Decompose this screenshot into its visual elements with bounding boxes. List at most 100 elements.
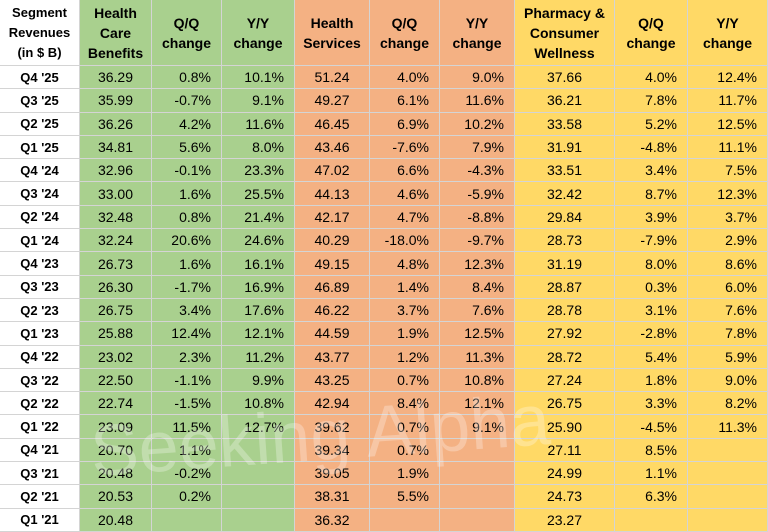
table-cell: 12.4% xyxy=(688,66,768,90)
table-cell: 26.75 xyxy=(515,392,615,416)
table-cell: 42.17 xyxy=(295,205,370,230)
table-cell xyxy=(222,462,295,486)
table-cell: 9.0% xyxy=(688,368,768,393)
table-cell: 36.29 xyxy=(80,66,152,90)
table-cell: 7.8% xyxy=(615,89,688,113)
table-cell xyxy=(440,438,515,463)
table-cell: -1.7% xyxy=(152,275,222,299)
table-cell: 42.94 xyxy=(295,392,370,416)
table-cell: 8.0% xyxy=(222,135,295,160)
table-cell: 20.70 xyxy=(80,438,152,463)
row-label: Q4 '22 xyxy=(0,345,80,369)
table-cell: 49.15 xyxy=(295,252,370,276)
table-cell: 44.59 xyxy=(295,322,370,346)
table-cell: -2.8% xyxy=(615,322,688,346)
table-cell xyxy=(688,462,768,486)
table-cell: 39.62 xyxy=(295,415,370,439)
table-cell: 7.5% xyxy=(688,159,768,183)
table-cell xyxy=(688,485,768,509)
table-cell xyxy=(615,508,688,532)
table-cell: 11.6% xyxy=(222,112,295,136)
table-cell: 1.8% xyxy=(615,368,688,393)
table-cell: 8.2% xyxy=(688,392,768,416)
table-cell: -4.3% xyxy=(440,159,515,183)
row-label: Q1 '23 xyxy=(0,322,80,346)
table-cell: 8.7% xyxy=(615,182,688,206)
table-cell: 0.7% xyxy=(370,368,440,393)
row-label: Q1 '24 xyxy=(0,229,80,253)
table-cell: 1.2% xyxy=(370,345,440,369)
table-cell xyxy=(688,508,768,532)
table-cell: 6.6% xyxy=(370,159,440,183)
table-cell: 8.4% xyxy=(440,275,515,299)
table-cell: 12.7% xyxy=(222,415,295,439)
table-cell: -18.0% xyxy=(370,229,440,253)
table-cell: 16.1% xyxy=(222,252,295,276)
table-cell: 27.11 xyxy=(515,438,615,463)
table-cell: 12.1% xyxy=(222,322,295,346)
table-cell: 28.78 xyxy=(515,298,615,323)
table-cell: 11.3% xyxy=(688,415,768,439)
row-label: Q2 '25 xyxy=(0,112,80,136)
table-cell: 28.73 xyxy=(515,229,615,253)
table-cell: 12.5% xyxy=(440,322,515,346)
table-cell: 35.99 xyxy=(80,89,152,113)
table-cell: 1.9% xyxy=(370,462,440,486)
header-cell: Pharmacy & Consumer Wellness xyxy=(515,0,615,66)
table-cell: 6.3% xyxy=(615,485,688,509)
table-cell: 9.9% xyxy=(222,368,295,393)
table-cell: 26.75 xyxy=(80,298,152,323)
table-cell: 7.6% xyxy=(440,298,515,323)
table-cell: 0.8% xyxy=(152,66,222,90)
table-cell: 20.53 xyxy=(80,485,152,509)
header-cell: Segment Revenues (in $ B) xyxy=(0,0,80,66)
table-cell: 34.81 xyxy=(80,135,152,160)
table-cell: 4.7% xyxy=(370,205,440,230)
table-cell: 3.4% xyxy=(152,298,222,323)
table-cell: 38.31 xyxy=(295,485,370,509)
table-cell: -0.2% xyxy=(152,462,222,486)
table-cell: 0.7% xyxy=(370,438,440,463)
table-cell: 22.50 xyxy=(80,368,152,393)
table-cell: 47.02 xyxy=(295,159,370,183)
table-cell: 46.22 xyxy=(295,298,370,323)
table-cell: 39.34 xyxy=(295,438,370,463)
table-cell: -1.1% xyxy=(152,368,222,393)
table-cell: 10.8% xyxy=(222,392,295,416)
table-cell: -0.1% xyxy=(152,159,222,183)
table-cell: 20.48 xyxy=(80,462,152,486)
table-cell: 32.24 xyxy=(80,229,152,253)
table-cell xyxy=(222,508,295,532)
table-cell: 43.46 xyxy=(295,135,370,160)
row-label: Q4 '24 xyxy=(0,159,80,183)
table-cell: 17.6% xyxy=(222,298,295,323)
table-cell: 8.5% xyxy=(615,438,688,463)
table-cell: -7.9% xyxy=(615,229,688,253)
table-cell: 3.3% xyxy=(615,392,688,416)
table-cell: 2.9% xyxy=(688,229,768,253)
table-cell: 6.0% xyxy=(688,275,768,299)
table-cell: 25.5% xyxy=(222,182,295,206)
table-cell: 23.27 xyxy=(515,508,615,532)
table-cell: 28.72 xyxy=(515,345,615,369)
table-cell: 31.91 xyxy=(515,135,615,160)
table-cell: 20.6% xyxy=(152,229,222,253)
row-label: Q1 '21 xyxy=(0,508,80,532)
table-cell xyxy=(440,508,515,532)
table-cell: -8.8% xyxy=(440,205,515,230)
table-cell: 4.2% xyxy=(152,112,222,136)
table-cell: 6.1% xyxy=(370,89,440,113)
header-cell: Health Services xyxy=(295,0,370,66)
table-cell: 23.09 xyxy=(80,415,152,439)
table-cell: 24.99 xyxy=(515,462,615,486)
table-cell: 5.2% xyxy=(615,112,688,136)
table-cell: 5.5% xyxy=(370,485,440,509)
table-cell: 3.7% xyxy=(370,298,440,323)
table-cell: 25.88 xyxy=(80,322,152,346)
table-cell: 36.32 xyxy=(295,508,370,532)
table-cell: 7.8% xyxy=(688,322,768,346)
table-cell: 0.7% xyxy=(370,415,440,439)
table-cell: 12.3% xyxy=(688,182,768,206)
table-cell: 1.6% xyxy=(152,252,222,276)
table-cell: 9.0% xyxy=(440,66,515,90)
